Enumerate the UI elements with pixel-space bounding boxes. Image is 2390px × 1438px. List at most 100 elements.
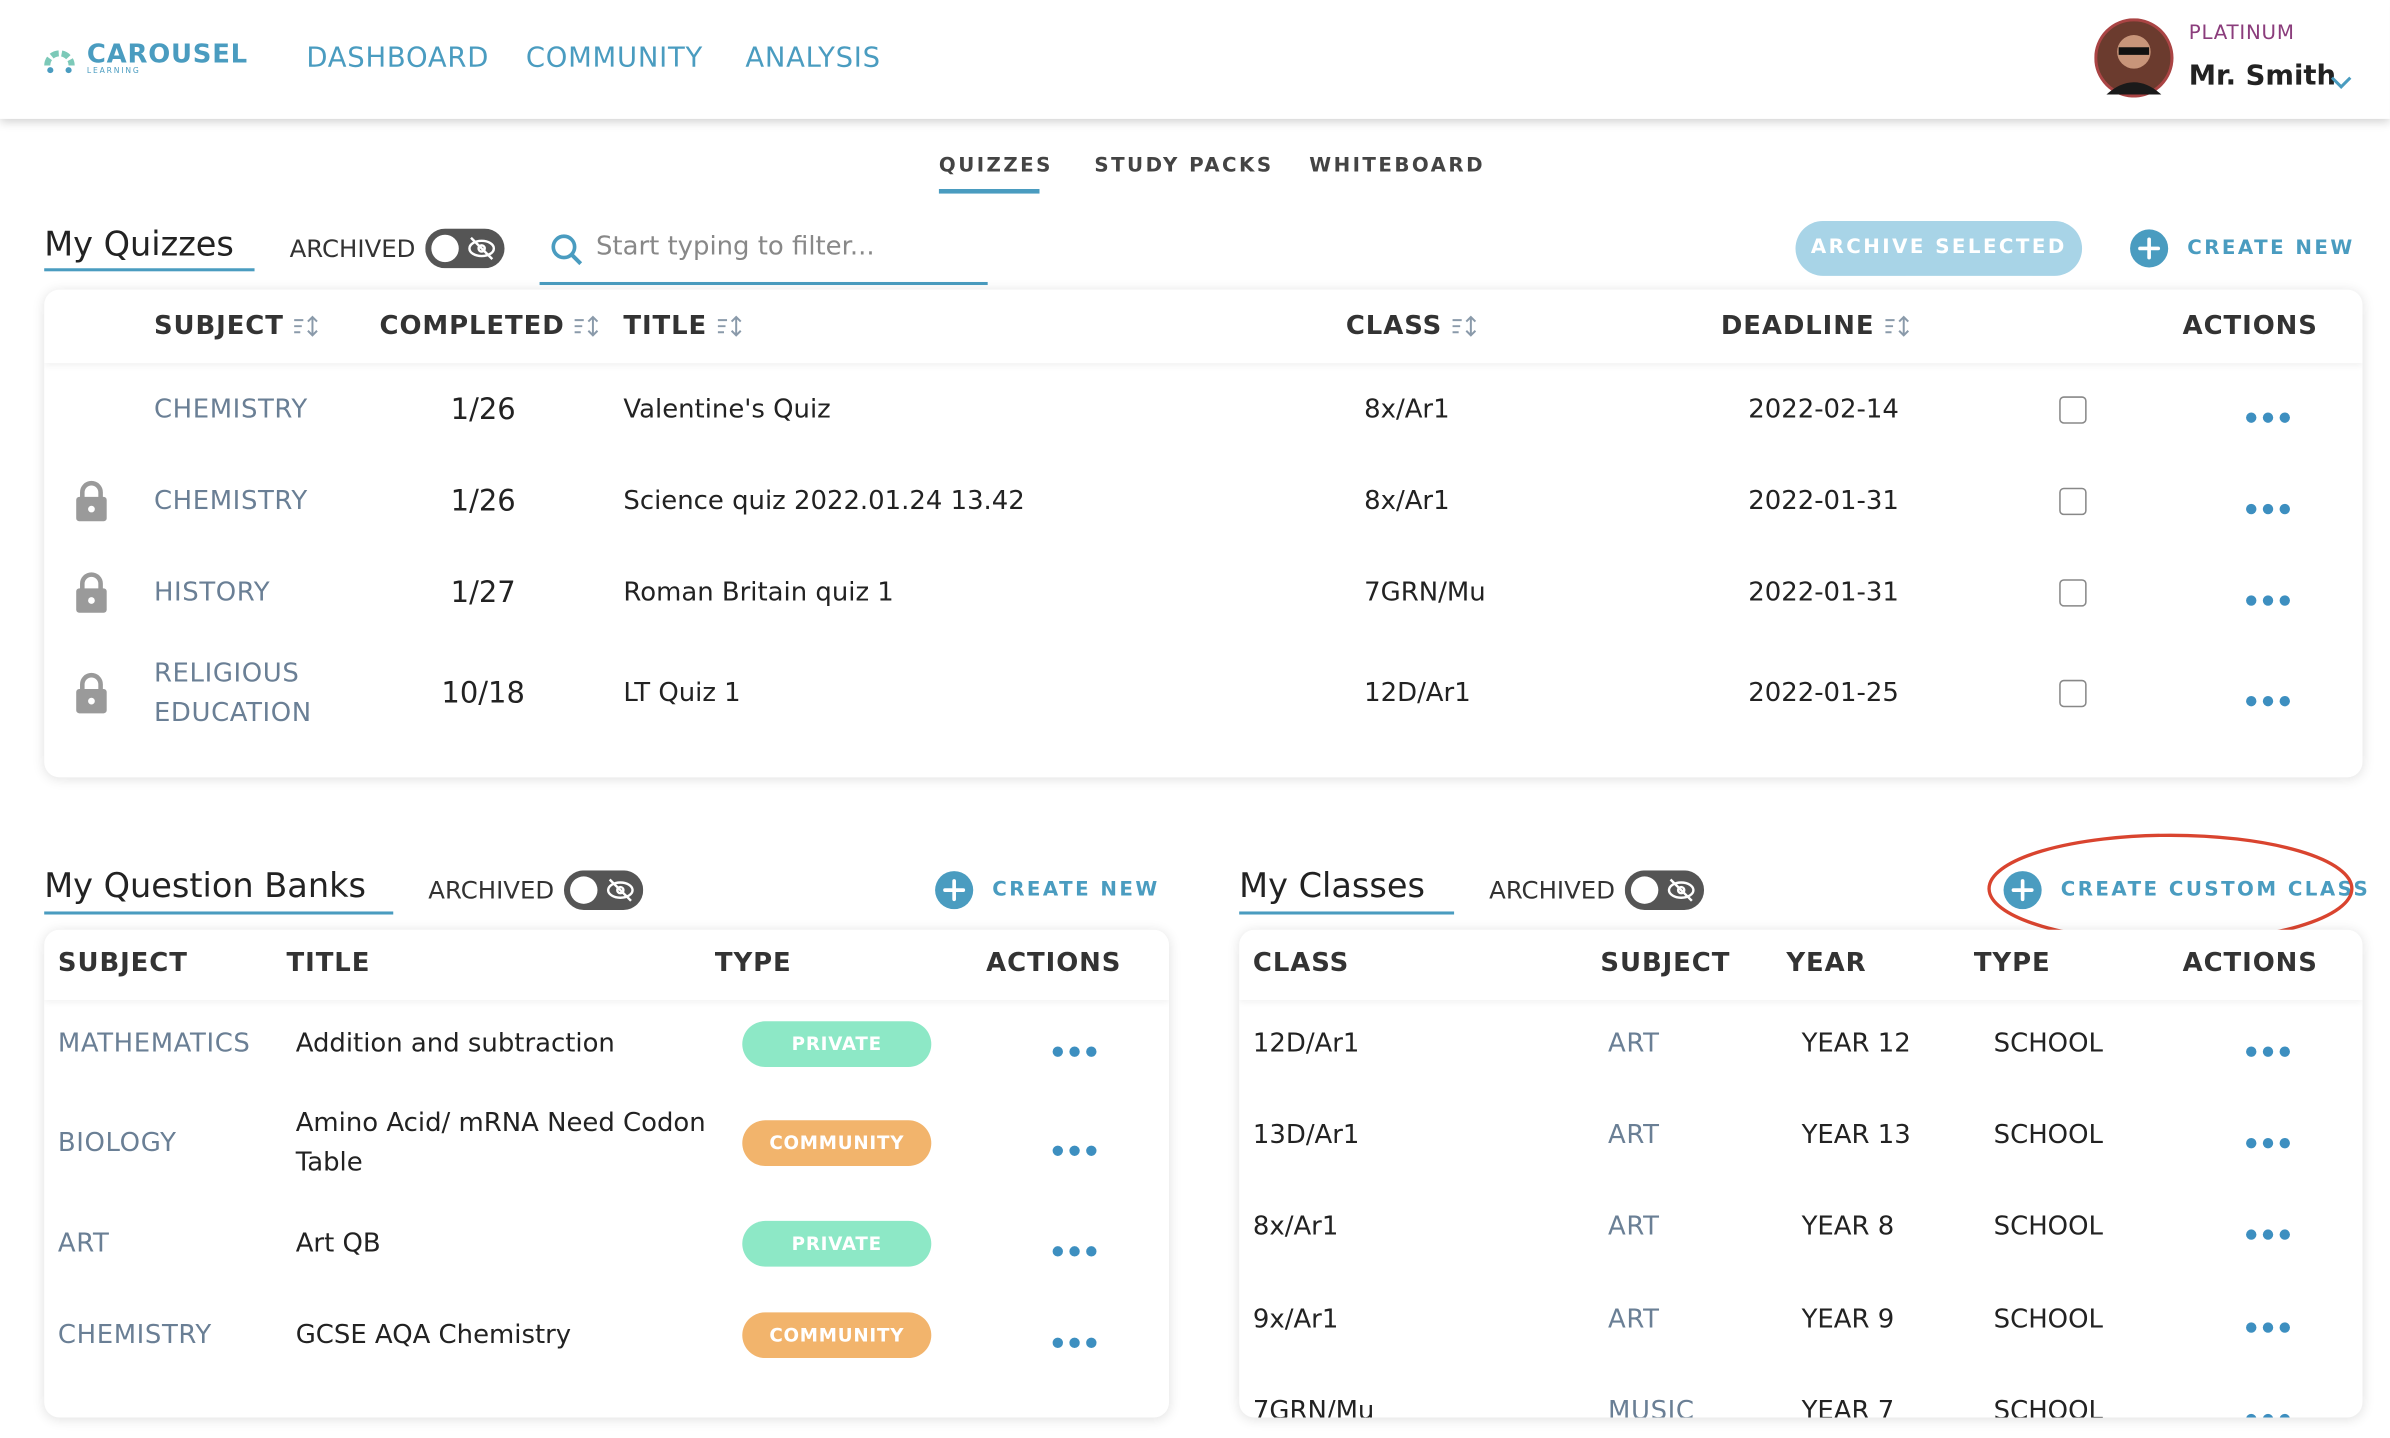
completed-cell: 1/26 [451, 393, 516, 427]
type-cell: SCHOOL [1994, 1029, 2103, 1059]
row-actions[interactable] [2244, 1404, 2293, 1418]
sort-icon[interactable] [1450, 314, 1480, 344]
row-actions-svg [2244, 1320, 2293, 1335]
completed-cell: 10/18 [441, 677, 524, 711]
row-actions[interactable] [1050, 1328, 1099, 1357]
row-checkbox[interactable] [2059, 680, 2086, 707]
column-header[interactable]: DEADLINE [1721, 311, 1875, 341]
row-checkbox[interactable] [2059, 396, 2086, 423]
row-actions-svg [2244, 1411, 2293, 1417]
row-actions-svg [1050, 1143, 1099, 1158]
row-actions[interactable] [2244, 1128, 2293, 1157]
subject-cell: ART [1608, 1305, 1660, 1335]
plus-icon-svg [2129, 229, 2169, 269]
year-cell: YEAR 13 [1802, 1120, 1911, 1150]
sort-icon[interactable] [715, 314, 745, 344]
title-cell: Amino Acid/ mRNA Need Codon Table [296, 1104, 715, 1183]
column-header[interactable]: COMPLETED [380, 311, 565, 341]
sort-icon[interactable] [291, 314, 321, 344]
tab[interactable]: QUIZZES [939, 155, 1053, 178]
nav-link[interactable]: COMMUNITY [526, 42, 703, 74]
user-chevron[interactable] [2331, 67, 2352, 96]
archived-toggle[interactable] [564, 870, 643, 916]
subject-cell: HISTORY [154, 573, 337, 613]
lock-icon [73, 672, 110, 721]
row-actions-svg [2244, 1136, 2293, 1151]
class-cell: 8x/Ar1 [1364, 395, 1449, 425]
sort-icon-svg [1882, 314, 1912, 338]
section-title: My Classes [1239, 868, 1425, 906]
create-new-button[interactable]: CREATE NEW [992, 879, 1159, 902]
lock-icon [73, 572, 110, 621]
row-actions[interactable] [2244, 494, 2293, 523]
type-badge: COMMUNITY [742, 1312, 931, 1358]
question-banks-table: SUBJECTTITLETYPEACTIONSMATHEMATICSAdditi… [44, 930, 1169, 1418]
class-cell: 8x/Ar1 [1364, 486, 1449, 516]
type-badge: PRIVATE [742, 1221, 931, 1267]
sort-icon[interactable] [1882, 314, 1912, 344]
archived-toggle-svg [564, 870, 643, 910]
class-cell: 12D/Ar1 [1253, 1029, 1360, 1059]
sort-icon[interactable] [572, 314, 602, 344]
nav-link[interactable]: DASHBOARD [306, 42, 489, 74]
plus-icon[interactable] [934, 870, 974, 916]
row-actions-svg [2244, 1044, 2293, 1059]
row-actions[interactable] [2244, 1036, 2293, 1065]
create-new-button[interactable]: CREATE NEW [2187, 237, 2354, 260]
archived-toggle[interactable] [1625, 870, 1704, 916]
subject-cell: ART [1608, 1120, 1660, 1150]
title-underline [1239, 911, 1454, 914]
title-cell: Science quiz 2022.01.24 13.42 [623, 486, 1024, 516]
archive-selected-button[interactable]: ARCHIVE SELECTED [1796, 221, 2083, 276]
row-actions-svg [1050, 1244, 1099, 1259]
row-actions[interactable] [2244, 585, 2293, 614]
column-header: SUBJECT [58, 948, 188, 978]
row-checkbox[interactable] [2059, 579, 2086, 606]
type-cell: SCHOOL [1994, 1305, 2103, 1335]
plus-icon[interactable] [2129, 229, 2169, 275]
class-cell: 12D/Ar1 [1364, 678, 1471, 708]
archived-toggle[interactable] [425, 229, 504, 275]
completed-cell: 1/26 [451, 485, 516, 519]
row-actions[interactable] [2244, 1312, 2293, 1341]
row-actions[interactable] [2244, 686, 2293, 715]
subject-cell: MATHEMATICS [58, 1029, 251, 1059]
row-actions[interactable] [1050, 1036, 1099, 1065]
row-actions-svg [2244, 410, 2293, 425]
archived-label: ARCHIVED [1489, 876, 1615, 905]
row-actions[interactable] [1050, 1136, 1099, 1165]
logo-subtext: LEARNING [87, 67, 141, 76]
user-name[interactable]: Mr. Smith [2189, 60, 2336, 92]
year-cell: YEAR 12 [1802, 1029, 1911, 1059]
column-header[interactable]: CLASS [1346, 311, 1442, 341]
type-cell: SCHOOL [1994, 1120, 2103, 1150]
search-icon-svg [549, 232, 586, 269]
tab[interactable]: STUDY PACKS [1094, 155, 1273, 178]
row-actions-svg [1050, 1335, 1099, 1350]
row-checkbox[interactable] [2059, 488, 2086, 515]
classes-table: CLASSSUBJECTYEARTYPEACTIONS12D/Ar1ARTYEA… [1239, 930, 2362, 1418]
row-actions[interactable] [1050, 1236, 1099, 1265]
type-badge: COMMUNITY [742, 1120, 931, 1166]
column-header: ACTIONS [2183, 948, 2318, 978]
column-header[interactable]: SUBJECT [154, 311, 284, 341]
column-header: TYPE [715, 948, 792, 978]
type-badge: PRIVATE [742, 1021, 931, 1067]
type-cell: SCHOOL [1994, 1396, 2103, 1417]
user-tier: PLATINUM [2189, 22, 2295, 45]
avatar-svg [2094, 18, 2173, 97]
row-actions[interactable] [2244, 402, 2293, 431]
logo-icon-svg [43, 43, 77, 77]
tab[interactable]: WHITEBOARD [1309, 155, 1485, 178]
avatar[interactable] [2094, 18, 2173, 103]
row-actions[interactable] [2244, 1219, 2293, 1248]
column-header[interactable]: TITLE [623, 311, 707, 341]
subject-cell: CHEMISTRY [58, 1320, 212, 1350]
lock-icon-svg [73, 572, 110, 615]
column-header: YEAR [1786, 948, 1866, 978]
search-input[interactable]: Start typing to filter... [596, 232, 875, 262]
nav-link[interactable]: ANALYSIS [745, 42, 880, 74]
row-actions-svg [2244, 501, 2293, 516]
completed-cell: 1/27 [451, 576, 516, 610]
